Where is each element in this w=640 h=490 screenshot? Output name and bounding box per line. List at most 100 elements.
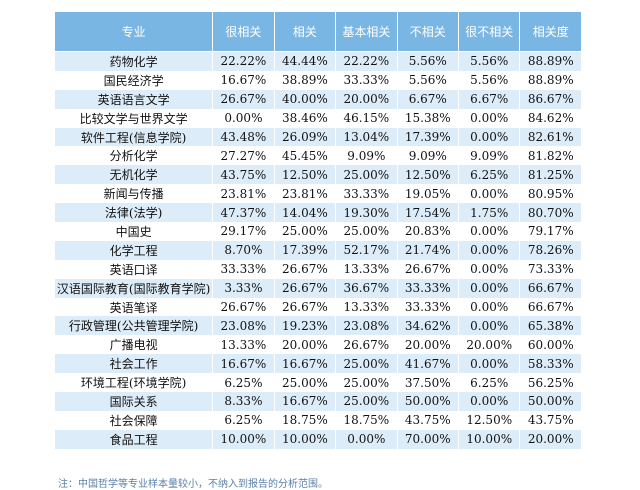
value-cell: 8.70% bbox=[212, 240, 275, 260]
value-cell: 29.17% bbox=[212, 222, 275, 241]
table-row: 英语口译 33.33% 26.67% 13.33% 26.67% 0.00% 73.33% bbox=[53, 259, 582, 279]
value-cell: 0.00% bbox=[457, 108, 521, 128]
value-cell: 38.46% bbox=[273, 108, 337, 128]
value-cell: 36.67% bbox=[335, 278, 398, 298]
value-cell: 20.00% bbox=[396, 335, 460, 355]
value-cell: 19.23% bbox=[273, 316, 337, 336]
value-cell: 0.00% bbox=[457, 316, 521, 336]
major-name-cell: 新闻与传播 bbox=[53, 184, 214, 204]
value-cell: 25.00% bbox=[273, 222, 337, 241]
value-cell: 25.00% bbox=[335, 354, 398, 374]
value-cell: 20.00% bbox=[335, 89, 398, 109]
value-cell: 50.00% bbox=[396, 392, 460, 411]
major-name-cell: 行政管理(公共管理学院) bbox=[53, 316, 214, 336]
value-cell: 33.33% bbox=[335, 70, 398, 90]
value-cell: 38.89% bbox=[273, 70, 337, 90]
table-row: 分析化学 27.27% 45.45% 9.09% 9.09% 9.09% 81.82% bbox=[53, 146, 582, 166]
value-cell: 34.62% bbox=[396, 316, 460, 336]
table-row: 化学工程 8.70% 17.39% 52.17% 21.74% 0.00% 78.26% bbox=[53, 240, 582, 260]
value-cell: 12.50% bbox=[457, 410, 521, 430]
value-cell: 13.04% bbox=[335, 127, 398, 147]
value-cell: 80.70% bbox=[519, 203, 582, 223]
header-basically-relevant: 基本相关 bbox=[335, 11, 398, 52]
value-cell: 20.00% bbox=[519, 429, 582, 449]
value-cell: 18.75% bbox=[335, 410, 398, 430]
value-cell: 88.89% bbox=[519, 70, 582, 90]
value-cell: 0.00% bbox=[457, 297, 521, 317]
value-cell: 0.00% bbox=[335, 429, 398, 449]
value-cell: 52.17% bbox=[335, 240, 398, 260]
value-cell: 20.00% bbox=[457, 335, 521, 355]
value-cell: 26.67% bbox=[212, 89, 275, 109]
value-cell: 16.67% bbox=[212, 70, 275, 90]
value-cell: 12.50% bbox=[273, 165, 337, 185]
table-row: 食品工程 10.00% 10.00% 0.00% 70.00% 10.00% 20.00% bbox=[53, 429, 582, 449]
major-name-cell: 国民经济学 bbox=[53, 70, 214, 90]
value-cell: 5.56% bbox=[396, 70, 460, 90]
value-cell: 19.05% bbox=[396, 184, 460, 204]
value-cell: 6.25% bbox=[457, 165, 521, 185]
table-header-row: 专业 很相关 相关 基本相关 不相关 很不相关 相关度 bbox=[53, 11, 582, 52]
table-row: 中国史 29.17% 25.00% 25.00% 20.83% 0.00% 79.17% bbox=[53, 222, 582, 241]
value-cell: 6.25% bbox=[212, 373, 275, 393]
value-cell: 40.00% bbox=[273, 89, 337, 109]
value-cell: 25.00% bbox=[335, 165, 398, 185]
value-cell: 33.33% bbox=[335, 184, 398, 204]
major-name-cell: 国际关系 bbox=[53, 392, 214, 411]
value-cell: 43.48% bbox=[212, 127, 275, 147]
value-cell: 12.50% bbox=[396, 165, 460, 185]
value-cell: 10.00% bbox=[273, 429, 337, 449]
table-row: 新闻与传播 23.81% 23.81% 33.33% 19.05% 0.00% 80.95% bbox=[53, 184, 582, 204]
value-cell: 86.67% bbox=[519, 89, 582, 109]
major-name-cell: 环境工程(环境学院) bbox=[53, 373, 214, 393]
value-cell: 13.33% bbox=[212, 335, 275, 355]
value-cell: 33.33% bbox=[212, 259, 275, 279]
footnote: 注：中国哲学等专业样本量较小，不纳入到报告的分析范围。 bbox=[58, 479, 328, 490]
table-row: 行政管理(公共管理学院) 23.08% 19.23% 23.08% 34.62% 0.00… bbox=[53, 316, 582, 336]
table-row: 英语笔译 26.67% 26.67% 13.33% 33.33% 0.00% 66.67% bbox=[53, 297, 582, 317]
value-cell: 46.15% bbox=[335, 108, 398, 128]
value-cell: 25.00% bbox=[335, 373, 398, 393]
value-cell: 8.33% bbox=[212, 392, 275, 411]
major-name-cell: 分析化学 bbox=[53, 146, 214, 166]
value-cell: 17.39% bbox=[396, 127, 460, 147]
major-name-cell: 英语口译 bbox=[53, 259, 214, 279]
value-cell: 0.00% bbox=[457, 278, 521, 298]
value-cell: 81.25% bbox=[519, 165, 582, 185]
value-cell: 56.25% bbox=[519, 373, 582, 393]
major-name-cell: 药物化学 bbox=[53, 51, 214, 71]
value-cell: 3.33% bbox=[212, 278, 275, 298]
value-cell: 16.67% bbox=[273, 392, 337, 411]
value-cell: 43.75% bbox=[396, 410, 460, 430]
value-cell: 60.00% bbox=[519, 335, 582, 355]
value-cell: 79.17% bbox=[519, 222, 582, 241]
table-row: 环境工程(环境学院) 6.25% 25.00% 25.00% 37.50% 6.25% 56… bbox=[53, 373, 582, 393]
header-not-relevant: 不相关 bbox=[396, 11, 460, 52]
relevance-table: 专业 很相关 相关 基本相关 不相关 很不相关 相关度 药物化学 22.22% 44.44% 22… bbox=[53, 11, 582, 449]
value-cell: 5.56% bbox=[457, 70, 521, 90]
value-cell: 6.25% bbox=[457, 373, 521, 393]
value-cell: 0.00% bbox=[212, 108, 275, 128]
value-cell: 25.00% bbox=[273, 373, 337, 393]
value-cell: 23.81% bbox=[273, 184, 337, 204]
value-cell: 14.04% bbox=[273, 203, 337, 223]
major-name-cell: 化学工程 bbox=[53, 240, 214, 260]
value-cell: 25.00% bbox=[335, 392, 398, 411]
major-name-cell: 无机化学 bbox=[53, 165, 214, 185]
header-relevance: 相关度 bbox=[519, 11, 582, 52]
major-name-cell: 社会工作 bbox=[53, 354, 214, 374]
value-cell: 70.00% bbox=[396, 429, 460, 449]
value-cell: 80.95% bbox=[519, 184, 582, 204]
value-cell: 66.67% bbox=[519, 278, 582, 298]
value-cell: 81.82% bbox=[519, 146, 582, 166]
table-row: 国民经济学 16.67% 38.89% 33.33% 5.56% 5.56% 88.89% bbox=[53, 70, 582, 90]
value-cell: 9.09% bbox=[396, 146, 460, 166]
value-cell: 26.67% bbox=[335, 335, 398, 355]
major-name-cell: 比较文学与世界文学 bbox=[53, 108, 214, 128]
value-cell: 43.75% bbox=[519, 410, 582, 430]
value-cell: 18.75% bbox=[273, 410, 337, 430]
value-cell: 5.56% bbox=[396, 51, 460, 71]
value-cell: 82.61% bbox=[519, 127, 582, 147]
table-row: 社会保障 6.25% 18.75% 18.75% 43.75% 12.50% 43.75% bbox=[53, 410, 582, 430]
value-cell: 6.25% bbox=[212, 410, 275, 430]
